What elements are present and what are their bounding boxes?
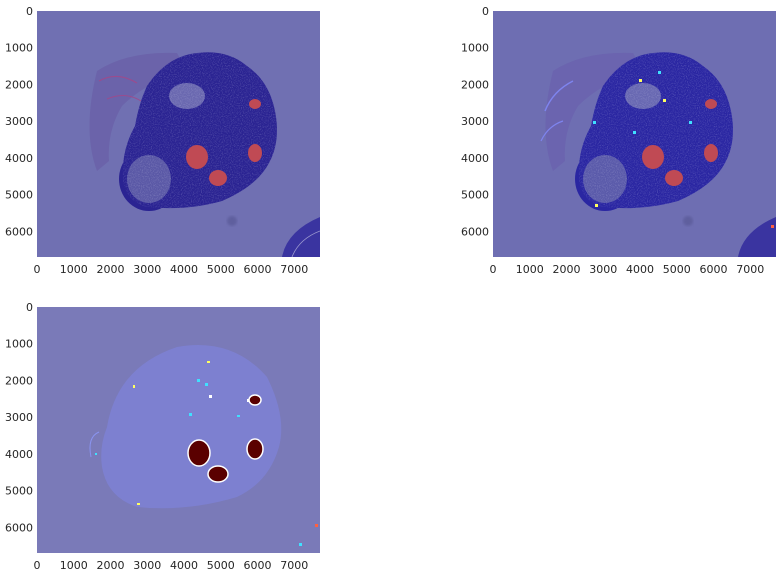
- x-tick-label: 0: [34, 559, 41, 572]
- y-tick-label: 0: [26, 5, 33, 18]
- x-tick-label: 5000: [663, 263, 691, 276]
- y-tick-label: 5000: [461, 189, 489, 202]
- y-tick-label: 6000: [5, 225, 33, 238]
- y-tick-label: 1000: [5, 42, 33, 55]
- x-tick-label: 7000: [280, 559, 308, 572]
- x-tick-label: 2000: [553, 263, 581, 276]
- y-tick-label: 6000: [461, 225, 489, 238]
- y-tick-label: 3000: [5, 411, 33, 424]
- plot-area: [37, 307, 320, 553]
- x-tick-label: 4000: [626, 263, 654, 276]
- plot-area: [37, 11, 320, 257]
- y-tick-label: 4000: [461, 152, 489, 165]
- panel-heatmap: 0 1000 2000 3000 4000 5000 6000 7000 0 1000 2000 30…: [5, 301, 320, 572]
- y-tick-label: 5000: [5, 189, 33, 202]
- y-tick-label: 6000: [5, 521, 33, 534]
- x-tick-label: 7000: [736, 263, 764, 276]
- plot-area: [493, 11, 776, 257]
- x-tick-label: 7000: [280, 263, 308, 276]
- y-tick-label: 0: [482, 5, 489, 18]
- y-tick-label: 2000: [461, 78, 489, 91]
- x-tick-label: 0: [490, 263, 497, 276]
- panel-tissue-heatmap: 0 1000 2000 3000 4000 5000 6000 7000 0 1000 2000 30…: [461, 5, 776, 276]
- panel-tissue-overlay: 0 1000 2000 3000 4000 5000 6000 7000 0 1000 2000 30…: [5, 5, 320, 276]
- x-tick-label: 5000: [207, 559, 235, 572]
- y-tick-label: 1000: [5, 338, 33, 351]
- y-tick-label: 4000: [5, 152, 33, 165]
- x-tick-label: 2000: [97, 263, 125, 276]
- x-tick-label: 3000: [589, 263, 617, 276]
- x-tick-label: 1000: [60, 263, 88, 276]
- x-tick-label: 6000: [244, 263, 272, 276]
- x-tick-label: 1000: [516, 263, 544, 276]
- y-tick-label: 3000: [5, 115, 33, 128]
- x-tick-label: 4000: [170, 559, 198, 572]
- x-tick-label: 6000: [700, 263, 728, 276]
- x-tick-label: 3000: [133, 559, 161, 572]
- x-tick-label: 1000: [60, 559, 88, 572]
- x-tick-label: 4000: [170, 263, 198, 276]
- y-tick-label: 4000: [5, 448, 33, 461]
- x-tick-label: 3000: [133, 263, 161, 276]
- y-tick-label: 3000: [461, 115, 489, 128]
- y-tick-label: 5000: [5, 485, 33, 498]
- y-tick-label: 2000: [5, 374, 33, 387]
- y-tick-label: 2000: [5, 78, 33, 91]
- x-tick-label: 6000: [244, 559, 272, 572]
- y-tick-label: 1000: [461, 42, 489, 55]
- x-tick-label: 2000: [97, 559, 125, 572]
- x-tick-label: 0: [34, 263, 41, 276]
- y-tick-label: 0: [26, 301, 33, 314]
- x-tick-label: 5000: [207, 263, 235, 276]
